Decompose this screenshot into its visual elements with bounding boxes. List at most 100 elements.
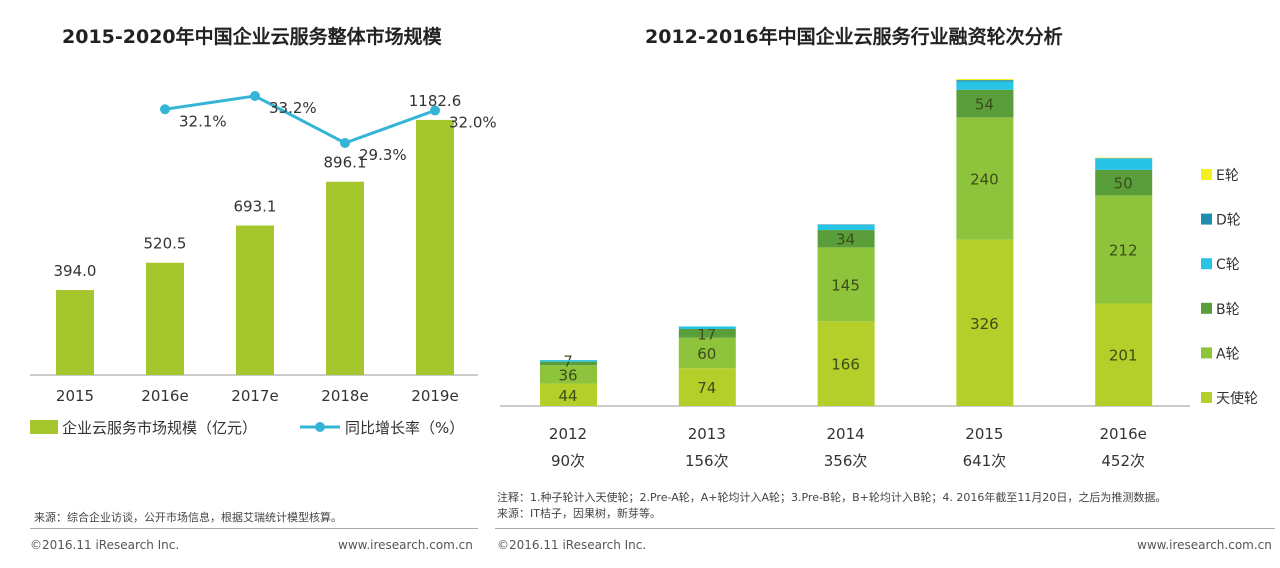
x-tick-label: 2016e [1099, 425, 1146, 443]
growth-line [164, 94, 436, 145]
charts-canvas: 394.0 2015 520.5 2016e 693.1 2017e 896.1 2018e 1… [30, 79, 1258, 470]
legend-bar-label: 企业云服务市场规模（亿元） [62, 419, 257, 437]
legend-label: E轮 [1216, 168, 1239, 184]
left-url: www.iresearch.com.cn [338, 538, 473, 552]
line-point [250, 91, 260, 101]
legend-line-label: 同比增长率（%） [345, 419, 464, 437]
stacked-segment [1095, 158, 1153, 159]
right-url: www.iresearch.com.cn [1137, 538, 1272, 552]
left-copyright: ©2016.11 iResearch Inc. [30, 538, 180, 552]
segment-label: 44 [558, 387, 577, 405]
stacked-segment [1095, 303, 1153, 406]
bar [236, 225, 274, 375]
legend-swatch [1201, 302, 1212, 314]
legend-label: B轮 [1216, 302, 1240, 318]
stacked-segment [1095, 195, 1153, 304]
stacked-segment [678, 328, 736, 338]
left-chart-title: 2015-2020年中国企业云服务整体市场规模 [62, 26, 442, 48]
bar [56, 290, 94, 375]
stacked-segment [540, 365, 597, 384]
bar-label: 1182.6 [409, 92, 462, 110]
count-label: 90次 [551, 452, 585, 470]
x-tick-label: 2014 [827, 425, 865, 443]
segment-label: 240 [970, 171, 999, 189]
stacked-segment [956, 81, 1014, 90]
line-label: 33.2% [269, 99, 317, 117]
right-copyright: ©2016.11 iResearch Inc. [497, 538, 647, 552]
legend-swatch [1201, 169, 1212, 180]
stacked-segment [956, 239, 1014, 406]
count-label: 156次 [685, 452, 729, 470]
legend-swatch [1201, 258, 1212, 270]
x-tick-label: 2012 [549, 425, 587, 443]
bar-label: 520.5 [144, 235, 187, 253]
legend-label: C轮 [1216, 257, 1240, 273]
right-chart-title: 2012-2016年中国企业云服务行业融资轮次分析 [645, 26, 1063, 48]
stacked-segment [817, 224, 875, 231]
segment-label: 166 [831, 356, 860, 374]
segment-label: 54 [975, 96, 994, 114]
x-tick-label: 2015 [56, 387, 94, 405]
line-label: 29.3% [359, 146, 407, 164]
segment-label: 145 [831, 276, 860, 294]
segment-label: 34 [836, 231, 855, 249]
stacked-segment [678, 368, 736, 406]
bar [326, 181, 364, 375]
bar-label: 693.1 [234, 197, 277, 215]
line-label: 32.1% [179, 112, 227, 130]
right-divider [495, 528, 1275, 529]
stacked-segment [817, 230, 875, 248]
line-point [430, 105, 440, 116]
stacked-segment [678, 337, 736, 369]
stacked-segment [1095, 169, 1153, 196]
right-source: 来源：IT桔子，因果树，新芽等。 [497, 507, 661, 520]
stacked-segment [678, 326, 736, 329]
segment-label: 60 [697, 345, 716, 363]
segment-label: 36 [558, 366, 577, 384]
count-label: 356次 [824, 452, 868, 470]
stacked-segment [1095, 157, 1153, 159]
stacked-segment [817, 224, 875, 225]
segment-label: 201 [1109, 347, 1138, 365]
segment-label: 50 [1114, 175, 1133, 193]
x-tick-label: 2018e [321, 387, 368, 405]
stacked-segment [817, 321, 875, 406]
x-tick-label: 2016e [141, 387, 188, 405]
x-tick-label: 2013 [688, 425, 726, 443]
legend-swatch [1201, 347, 1212, 359]
segment-label: 74 [697, 379, 716, 397]
right-note: 注释：1.种子轮计入天使轮；2.Pre-A轮，A+轮均计入A轮；3.Pre-B轮… [497, 491, 1167, 504]
stacked-segment [956, 80, 1014, 82]
bar [416, 119, 454, 375]
legend-bar-swatch [30, 420, 58, 434]
left-source: 来源：综合企业访谈，公开市场信息，根据艾瑞统计模型核算。 [34, 511, 342, 524]
stacked-segment [540, 383, 597, 406]
stacked-segment [956, 117, 1014, 240]
x-tick-label: 2017e [231, 387, 278, 405]
bar-label: 394.0 [54, 262, 97, 280]
stacked-segment [956, 89, 1014, 118]
stacked-segment [540, 361, 597, 366]
legend-label: 天使轮 [1216, 390, 1258, 407]
left-divider [30, 528, 478, 529]
stacked-segment [540, 360, 597, 362]
legend-swatch [1201, 213, 1212, 225]
stacked-segment [1095, 158, 1153, 170]
bar-label: 896.1 [324, 154, 367, 172]
line-point [340, 138, 350, 148]
stacked-segment [817, 247, 875, 322]
count-label: 641次 [963, 452, 1007, 470]
line-point [160, 104, 170, 115]
stacked-segment [956, 79, 1014, 81]
segment-label: 326 [970, 315, 999, 333]
legend-label: A轮 [1216, 346, 1240, 362]
count-label: 452次 [1101, 452, 1145, 470]
legend-line-marker [315, 422, 325, 432]
x-tick-label: 2015 [965, 425, 1003, 443]
legend-label: D轮 [1216, 213, 1241, 229]
bar [146, 262, 184, 375]
segment-label: 212 [1109, 241, 1138, 259]
segment-label: 17 [697, 325, 716, 343]
x-tick-label: 2019e [411, 387, 458, 405]
legend-swatch [1201, 392, 1212, 403]
